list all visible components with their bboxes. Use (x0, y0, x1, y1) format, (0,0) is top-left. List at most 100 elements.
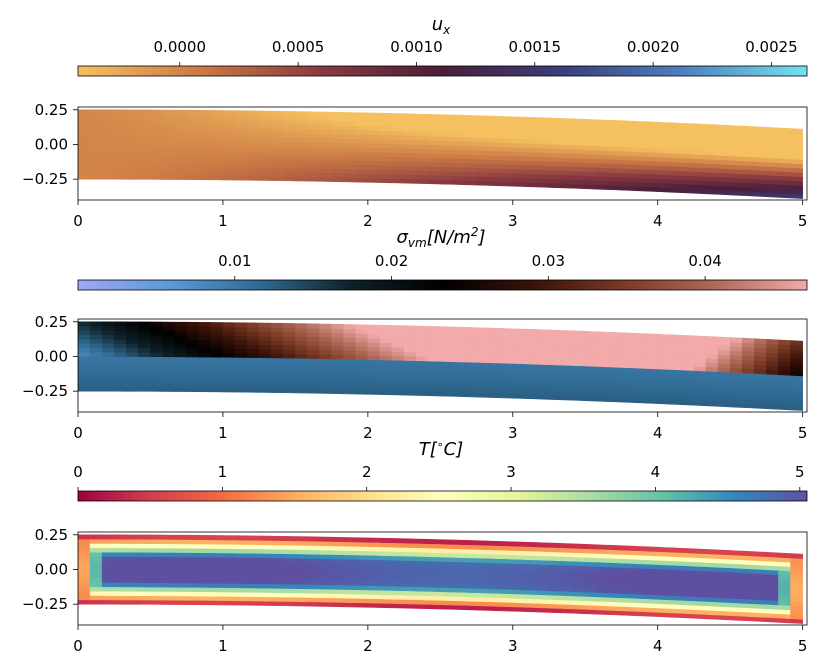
field-cell (452, 391, 465, 398)
field-cell (126, 325, 139, 331)
field-cell (319, 384, 332, 390)
field-cell (621, 354, 634, 360)
field-cell (488, 584, 502, 590)
field-cell (693, 335, 707, 342)
field-cell (162, 334, 175, 340)
field-cell (452, 153, 465, 159)
field-cell (198, 561, 212, 567)
field-cell (500, 375, 514, 382)
field-cell (210, 166, 224, 172)
field-cell (415, 573, 429, 579)
field-cell (367, 593, 381, 600)
field-cell (440, 574, 453, 580)
field-cell (295, 596, 308, 603)
field-cell (391, 377, 405, 383)
field-cell (379, 342, 393, 348)
field-cell (355, 168, 369, 174)
field-cell (355, 160, 369, 166)
field-cell (379, 550, 393, 557)
field-cell (186, 330, 200, 336)
field-cell (488, 553, 502, 560)
field-cell (476, 596, 489, 603)
field-cell (126, 577, 139, 583)
field-cell (621, 358, 634, 364)
field-cell (355, 324, 369, 330)
field-cell (246, 153, 260, 160)
field-cell (113, 131, 127, 137)
field-cell (222, 548, 236, 554)
field-cell (138, 360, 151, 366)
field-cell (633, 177, 646, 183)
field-cell (452, 149, 465, 155)
field-cell (500, 549, 514, 556)
field-cell (609, 137, 622, 143)
field-cell (198, 149, 212, 155)
field-cell (524, 372, 538, 378)
field-cell (331, 580, 345, 586)
field-cell (355, 537, 369, 543)
field-cell (234, 552, 248, 558)
field-cell (560, 364, 574, 371)
field-cell (440, 326, 453, 332)
field-cell (246, 578, 260, 585)
field-cell (258, 353, 272, 359)
field-cell (379, 151, 393, 158)
field-cell (174, 352, 187, 358)
field-cell (113, 152, 127, 158)
field-cell (488, 172, 502, 178)
field-cell (560, 373, 574, 379)
field-cell (234, 132, 248, 138)
field-cell (234, 374, 248, 380)
field-cell (669, 547, 683, 553)
field-cell (452, 145, 465, 151)
field-cell (560, 386, 574, 392)
field-cell (246, 561, 260, 567)
field-cell (319, 588, 332, 594)
field-cell (246, 600, 260, 606)
field-cell (609, 366, 622, 373)
field-cell (319, 367, 332, 373)
field-cell (283, 145, 296, 151)
field-cell (597, 366, 610, 372)
field-cell (621, 584, 634, 590)
field-cell (512, 168, 526, 174)
field-cell (331, 354, 345, 360)
field-cell (584, 118, 598, 125)
field-cell (307, 566, 320, 572)
field-cell (512, 177, 526, 183)
field-cell (621, 384, 634, 390)
field-cell (78, 161, 91, 167)
field-cell (452, 348, 465, 354)
field-cell (186, 569, 200, 575)
field-cell (584, 565, 598, 572)
field-cell (307, 167, 320, 173)
colorbar-tick-label: 0.02 (375, 252, 408, 270)
field-cell (415, 373, 429, 379)
field-cell (440, 387, 453, 393)
field-cell (186, 599, 200, 606)
field-cell (500, 601, 514, 608)
field-cell (572, 565, 586, 571)
field-cell (319, 111, 332, 117)
field-cell (452, 136, 465, 142)
field-cell (162, 378, 175, 384)
field-cell (355, 589, 369, 595)
field-cell (270, 366, 284, 372)
field-cell (440, 365, 453, 371)
field-cell (113, 325, 127, 331)
field-cell (283, 570, 296, 576)
field-cell (343, 116, 357, 122)
field-cell (355, 376, 369, 382)
field-cell (126, 569, 139, 575)
field-cell (234, 119, 248, 125)
field-cell (609, 392, 622, 399)
field-cell (113, 144, 127, 150)
field-cell (138, 325, 151, 331)
field-cell (391, 147, 405, 154)
field-cell (174, 140, 187, 146)
field-cell (295, 353, 308, 359)
colorbar (78, 491, 807, 501)
field-cell (101, 547, 115, 553)
field-cell (307, 379, 320, 385)
field-cell (246, 565, 260, 571)
